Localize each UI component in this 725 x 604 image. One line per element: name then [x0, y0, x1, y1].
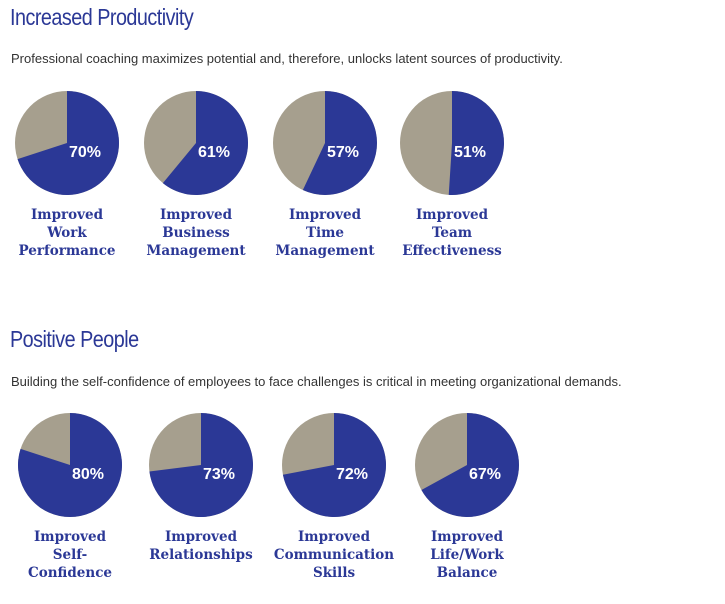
pie-category-label-line: Skills: [312, 565, 356, 581]
pie-slice-value: [149, 413, 253, 517]
pie-chart-group: 67% Improved Life/Work Balance: [397, 410, 537, 590]
section-title-productivity: Increased Productivity: [10, 4, 194, 30]
pie-chart: 73%: [149, 413, 253, 517]
pie-slice-value: [162, 91, 248, 195]
pie-chart: 61%: [144, 91, 248, 195]
pie-category-label: Improved Life/Work Balance: [397, 528, 537, 582]
pie-slice-value: [17, 91, 119, 195]
pie-chart: 57%: [273, 91, 377, 195]
pie-percent-label: 70%: [69, 144, 101, 161]
pie-category-label-line: Improved: [288, 207, 362, 223]
pie-category-label-line: Balance: [436, 565, 498, 581]
section-description-productivity: Professional coaching maximizes potentia…: [11, 51, 563, 66]
section-title-people: Positive People: [10, 326, 139, 352]
pie-chart: 72%: [282, 413, 386, 517]
pie-chart-group: 72% Improved Communication Skills: [264, 410, 404, 590]
pie-category-label: Improved Time Management: [255, 206, 395, 260]
pie-percent-label: 73%: [203, 466, 235, 483]
pie-category-label-line: Improved: [430, 529, 504, 545]
pie-category-label-line: Team: [431, 225, 473, 241]
pie-chart-group: 80% Improved Self- Confidence: [0, 410, 140, 590]
pie-slice-value: [302, 91, 377, 195]
pie-category-label-line: Management: [146, 243, 246, 259]
pie-chart: 51%: [400, 91, 504, 195]
pie-category-label-line: Improved: [33, 529, 107, 545]
pie-category-label: Improved Communication Skills: [264, 528, 404, 582]
pie-percent-label: 80%: [72, 466, 104, 483]
pie-slice-value: [421, 413, 519, 517]
pie-category-label-line: Confidence: [27, 565, 113, 581]
pie-chart-group: 57% Improved Time Management: [255, 88, 395, 268]
pie-category-label-line: Work: [47, 225, 87, 241]
pie-percent-label: 61%: [198, 144, 230, 161]
pie-percent-label: 67%: [469, 466, 501, 483]
pie-percent-label: 57%: [327, 144, 359, 161]
pie-chart: 80%: [17, 413, 123, 517]
pie-percent-label: 72%: [336, 466, 368, 483]
pie-category-label: Improved Work Performance: [0, 206, 137, 260]
pie-category-label-line: Performance: [18, 243, 116, 259]
pie-category-label-line: Improved: [30, 207, 104, 223]
pie-percent-label: 51%: [454, 144, 486, 161]
pie-category-label-line: Effectiveness: [402, 243, 502, 259]
pie-category-label: Improved Relationships: [131, 528, 271, 564]
pie-category-label: Improved Self- Confidence: [0, 528, 140, 582]
pie-category-label-line: Improved: [164, 529, 238, 545]
pie-category-label: Improved Business Management: [126, 206, 266, 260]
pie-category-label-line: Communication: [273, 547, 395, 563]
pie-chart-group: 61% Improved Business Management: [126, 88, 266, 268]
pie-category-label-line: Time: [305, 225, 345, 241]
pie-category-label-line: Improved: [159, 207, 233, 223]
pie-category-label-line: Management: [275, 243, 375, 259]
pie-chart: 70%: [15, 91, 119, 195]
pie-chart: 67%: [415, 413, 519, 517]
pie-category-label: Improved Team Effectiveness: [382, 206, 522, 260]
pie-chart-group: 51% Improved Team Effectiveness: [382, 88, 522, 268]
pie-chart-group: 70% Improved Work Performance: [0, 88, 137, 268]
pie-category-label-line: Business: [162, 225, 230, 241]
section-description-people: Building the self-confidence of employee…: [11, 374, 622, 389]
pie-slice-value: [448, 91, 504, 195]
pie-slice-value: [282, 413, 386, 517]
pie-category-label-line: Improved: [415, 207, 489, 223]
pie-category-label-line: Life/Work: [430, 547, 504, 563]
pie-category-label-line: Relationships: [149, 547, 253, 563]
pie-category-label-line: Improved: [297, 529, 371, 545]
pie-slice-value: [17, 413, 123, 517]
pie-chart-group: 73% Improved Relationships: [131, 410, 271, 590]
pie-category-label-line: Self-: [52, 547, 88, 563]
